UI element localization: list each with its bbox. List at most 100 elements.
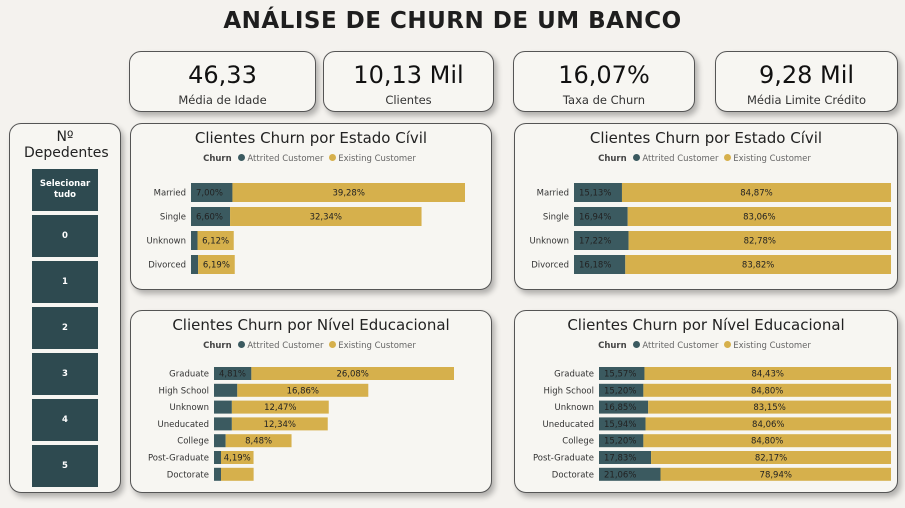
bar-attrited xyxy=(574,231,629,250)
bar-attrited xyxy=(214,383,238,397)
kpi-value: 10,13 Mil xyxy=(353,61,464,89)
legend-dot-attrited xyxy=(238,341,246,348)
data-label: 78,94% xyxy=(760,470,792,480)
legend-item-existing[interactable]: Existing Customer xyxy=(724,154,811,164)
slicer-option-select-all[interactable]: Selecionar tudo xyxy=(32,169,98,211)
chart-legend: Churn Attrited Customer Existing Custome… xyxy=(515,341,897,351)
legend-item-attrited[interactable]: Attrited Customer xyxy=(238,341,324,351)
chart-nivel-educacional-absolute: Clientes Churn por Nível Educacional Chu… xyxy=(130,310,492,493)
data-label: 84,80% xyxy=(751,437,783,447)
chart-estado-civil-absolute: Clientes Churn por Estado Cívil Churn At… xyxy=(130,123,492,290)
kpi-card-clientes: 10,13 Mil Clientes xyxy=(323,51,494,112)
legend-item-attrited[interactable]: Attrited Customer xyxy=(633,341,719,351)
chart-plot: Graduate 15,57% 84,43% High School 15,20% 84,… xyxy=(533,367,891,481)
data-label: 84,06% xyxy=(752,420,784,430)
slicer-title: Nº Depedentes xyxy=(24,129,109,161)
bar-existing xyxy=(251,367,454,380)
bar-existing xyxy=(197,231,234,250)
bar-existing xyxy=(648,400,891,414)
bar-attrited xyxy=(214,417,232,431)
kpi-label: Clientes xyxy=(385,93,432,107)
slicer-option-0[interactable]: 0 xyxy=(32,215,98,257)
bar-existing xyxy=(621,183,891,202)
bar-attrited xyxy=(599,467,661,481)
legend-item-attrited[interactable]: Attrited Customer xyxy=(238,154,324,164)
category-label: Uneducated xyxy=(158,420,209,430)
chart-plot: Married 15,13% 84,87% Single 16,94% 83,06% Unk… xyxy=(530,183,891,274)
bar-existing xyxy=(627,207,891,226)
bar-attrited xyxy=(191,255,199,274)
data-label: 84,43% xyxy=(752,370,784,380)
data-label: 16,86% xyxy=(287,386,319,396)
data-label: 15,57% xyxy=(604,370,636,380)
data-label: 7,00% xyxy=(196,189,223,199)
bar-existing xyxy=(628,231,891,250)
chart-title: Clientes Churn por Nível Educacional xyxy=(567,316,845,334)
bar-existing xyxy=(225,434,292,448)
bar-existing xyxy=(231,417,328,431)
data-label: 83,82% xyxy=(742,261,774,271)
legend-item-attrited[interactable]: Attrited Customer xyxy=(633,154,719,164)
chart-title: Clientes Churn por Estado Cívil xyxy=(194,129,428,147)
legend-title: Churn xyxy=(598,154,627,164)
bar-attrited xyxy=(191,231,198,250)
category-label: Unknown xyxy=(147,237,186,247)
bar-attrited xyxy=(214,451,221,464)
category-label: Divorced xyxy=(531,261,569,271)
chart-title: Clientes Churn por Nível Educacional xyxy=(172,316,450,334)
data-label: 4,81% xyxy=(219,370,246,380)
slicer-option-5[interactable]: 5 xyxy=(32,445,98,487)
category-label: Unknown xyxy=(530,237,569,247)
bar-existing xyxy=(643,383,891,397)
bar-attrited xyxy=(574,207,628,226)
data-label: 6,19% xyxy=(203,261,230,271)
legend-item-existing[interactable]: Existing Customer xyxy=(329,341,416,351)
kpi-value: 9,28 Mil xyxy=(758,61,855,89)
chart-title: Clientes Churn por Estado Cívil xyxy=(589,129,823,147)
category-label: Unknown xyxy=(555,403,594,413)
legend-dot-attrited xyxy=(238,154,246,161)
data-label: 26,08% xyxy=(336,370,368,380)
bar-existing xyxy=(232,183,465,202)
legend-dot-attrited xyxy=(633,341,641,348)
slicer-option-4[interactable]: 4 xyxy=(32,399,98,441)
bar-existing xyxy=(220,467,254,481)
chart-estado-civil-percent: Clientes Churn por Estado Cívil Churn At… xyxy=(514,123,898,290)
category-label: College xyxy=(562,437,594,447)
bar-existing xyxy=(644,367,891,380)
category-label: Single xyxy=(543,213,569,223)
legend-item-existing[interactable]: Existing Customer xyxy=(724,341,811,351)
bar-attrited xyxy=(214,467,221,481)
slicer-option-3[interactable]: 3 xyxy=(32,353,98,395)
data-label: 4,19% xyxy=(224,454,251,464)
slicer-option-1[interactable]: 1 xyxy=(32,261,98,303)
legend-dot-existing xyxy=(329,341,337,348)
bar-attrited xyxy=(574,183,622,202)
chart-legend: Churn Attrited Customer Existing Custome… xyxy=(131,154,491,164)
category-label: High School xyxy=(544,386,594,396)
bar-attrited xyxy=(214,367,252,380)
bar-attrited xyxy=(599,400,649,414)
legend-dot-existing xyxy=(724,154,732,161)
bar-attrited xyxy=(599,417,646,431)
bar-existing xyxy=(231,400,329,414)
legend-title: Churn xyxy=(598,341,627,351)
data-label: 39,28% xyxy=(333,189,365,199)
bar-attrited xyxy=(599,451,652,464)
legend-dot-existing xyxy=(724,341,732,348)
bar-existing xyxy=(643,434,891,448)
category-label: Doctorate xyxy=(167,470,209,480)
legend-item-existing[interactable]: Existing Customer xyxy=(329,154,416,164)
bar-attrited xyxy=(599,434,644,448)
bar-attrited xyxy=(574,255,626,274)
kpi-value: 16,07% xyxy=(558,61,650,89)
category-label: Post-Graduate xyxy=(148,454,209,464)
data-label: 12,34% xyxy=(264,420,296,430)
data-label: 16,18% xyxy=(579,261,611,271)
slicer-option-2[interactable]: 2 xyxy=(32,307,98,349)
bar-attrited xyxy=(214,400,232,414)
data-label: 83,15% xyxy=(753,403,785,413)
data-label: 6,12% xyxy=(202,237,229,247)
data-label: 84,80% xyxy=(751,386,783,396)
chart-nivel-educacional-percent: Clientes Churn por Nível Educacional Chu… xyxy=(514,310,898,493)
